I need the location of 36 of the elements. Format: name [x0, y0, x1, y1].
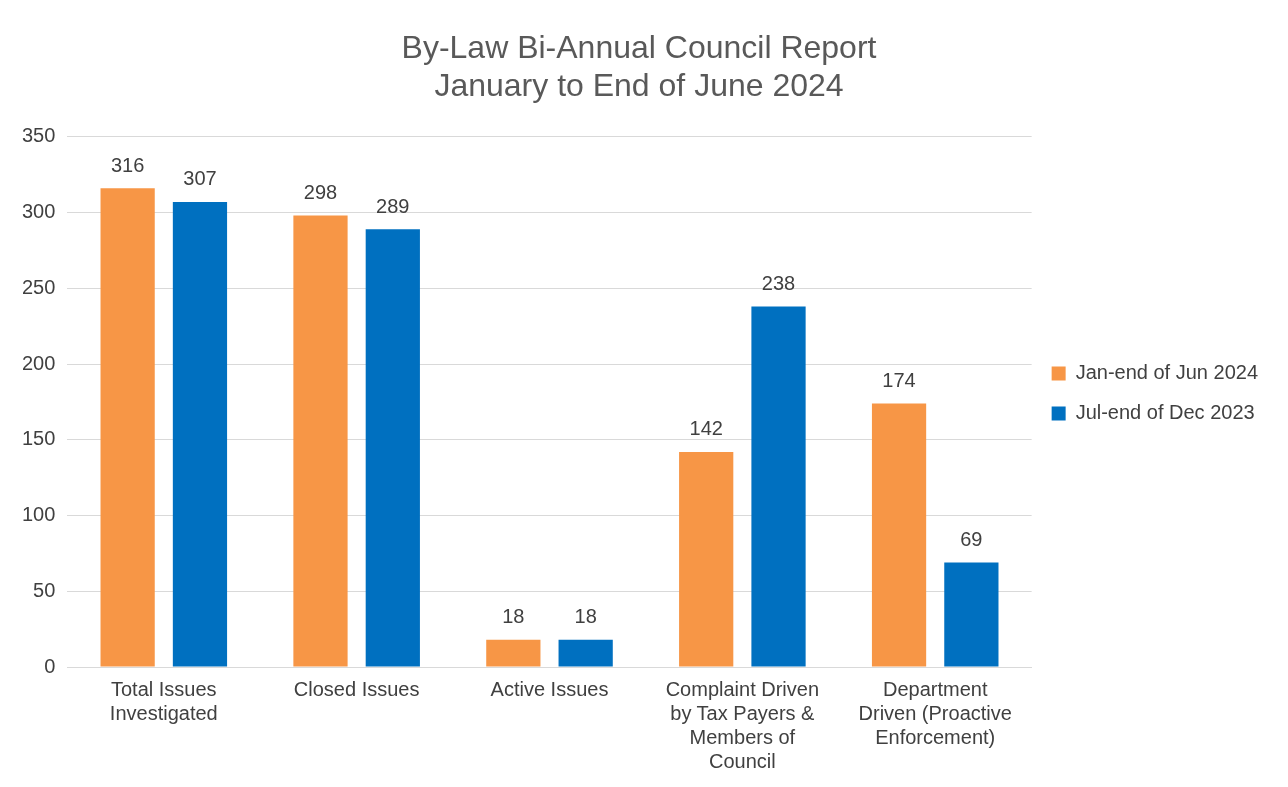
y-tick-label: 250: [21, 275, 56, 298]
y-tick-label: 350: [21, 124, 56, 147]
data-label: 298: [303, 181, 338, 204]
bar: [293, 215, 348, 667]
data-label: 18: [502, 605, 525, 628]
data-label: 238: [761, 271, 796, 294]
y-tick-label: 0: [44, 654, 56, 677]
y-tick-label: 100: [21, 503, 56, 526]
legend-label: Jul-end of Dec 2023: [1075, 401, 1255, 424]
bar: [558, 639, 613, 667]
y-tick-label: 150: [21, 427, 56, 450]
bar: [679, 451, 734, 667]
bar: [100, 188, 155, 667]
data-label: 69: [960, 527, 983, 550]
y-tick-label: 50: [33, 578, 56, 601]
bar: [871, 403, 927, 667]
x-tick-label: Department Driven (Proactive Enforcement): [858, 677, 1012, 748]
bar: [172, 201, 228, 667]
data-label: 18: [574, 605, 597, 628]
x-tick-label: Active Issues: [490, 677, 609, 700]
x-tick-label: Total Issues Investigated: [109, 677, 218, 724]
x-tick-label: Complaint Driven by Tax Payers & Members of Council: [665, 677, 820, 772]
data-label: 289: [376, 194, 410, 217]
x-tick-label: Closed Issues: [293, 677, 420, 700]
legend-label: Jan-end of Jun 2024: [1075, 361, 1259, 384]
bar: [365, 229, 420, 667]
bar: [486, 639, 541, 667]
data-label: 174: [882, 368, 916, 391]
y-tick-label: 200: [21, 351, 56, 374]
data-label: 142: [689, 417, 723, 440]
data-label: 307: [183, 167, 217, 190]
bar: [944, 562, 999, 667]
data-label: 316: [110, 153, 145, 176]
chart-title: By-Law Bi-Annual Council Report January to End of June 2024: [401, 29, 877, 104]
bar: [751, 306, 806, 667]
y-tick-label: 300: [21, 200, 56, 223]
